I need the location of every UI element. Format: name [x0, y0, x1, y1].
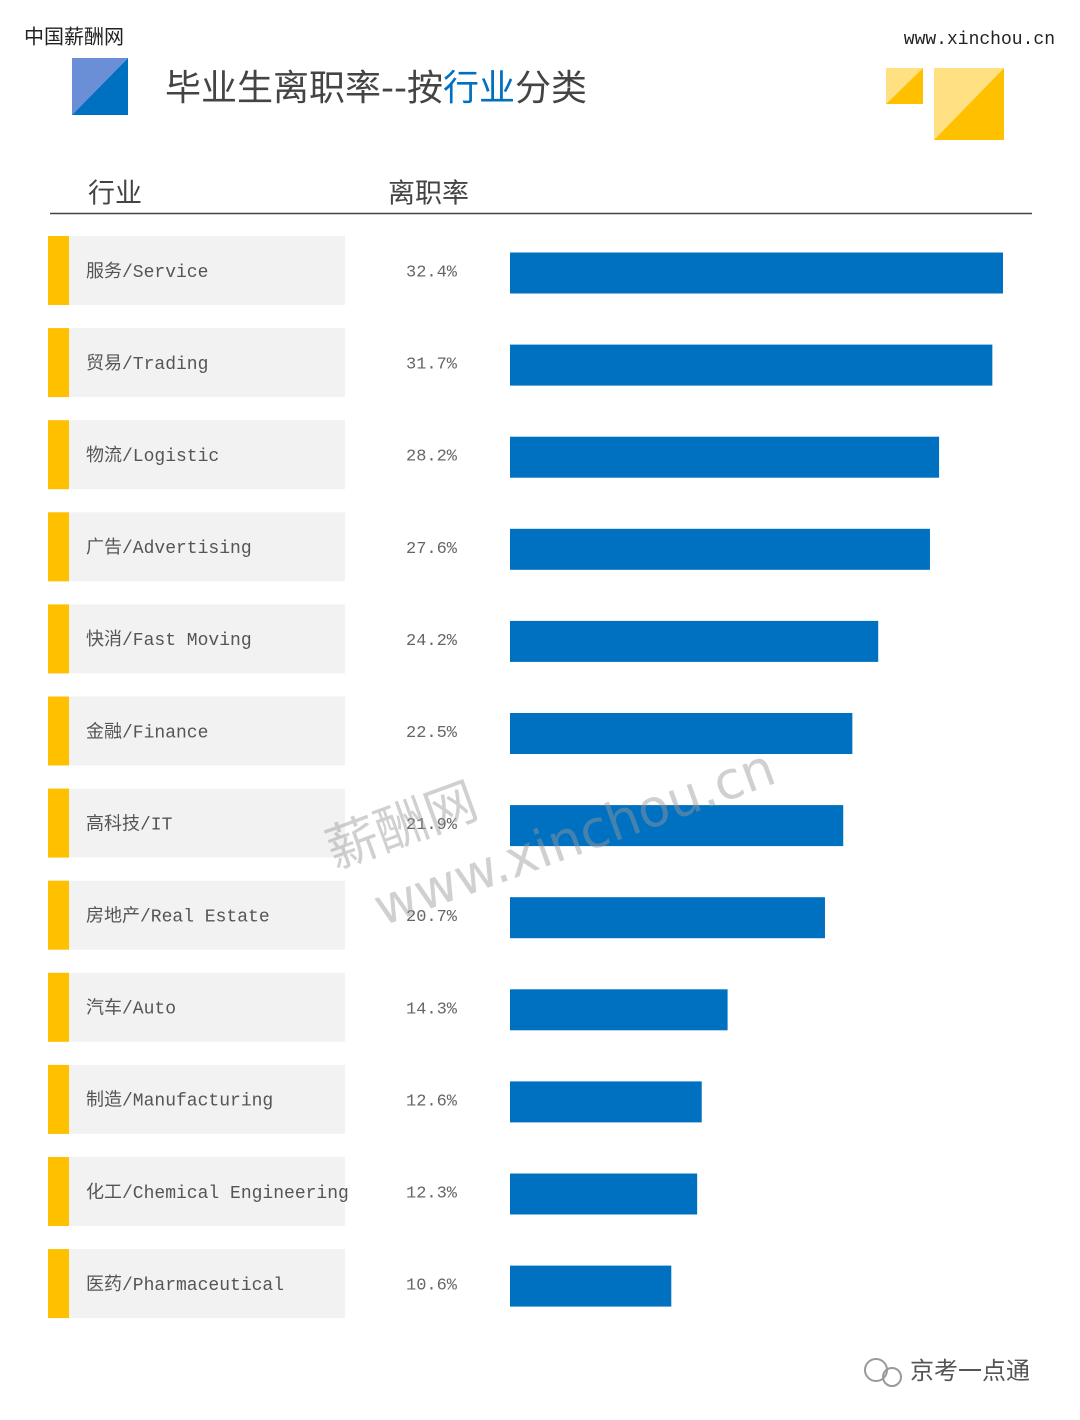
title-part: 毕业生离职率--按 — [165, 68, 443, 109]
category-label: 高科技/IT — [86, 813, 173, 835]
row-bg — [48, 1157, 345, 1226]
category-label: 金融/Finance — [86, 721, 208, 743]
bar — [510, 528, 930, 570]
row-accent — [48, 604, 69, 674]
rows: 服务/Service 32.4% 贸易/Trading 31.7% 物流/Logisti… — [48, 236, 1003, 1319]
bar — [510, 897, 825, 939]
category-label: 医药/Pharmaceutical — [86, 1274, 284, 1296]
category-label: 汽车/Auto — [86, 998, 176, 1020]
row-accent — [48, 1064, 69, 1134]
row-bg — [48, 788, 345, 858]
value-label: 24.2% — [406, 632, 458, 651]
row-accent — [48, 972, 69, 1042]
row-accent — [48, 328, 69, 398]
value-label: 22.5% — [406, 724, 458, 743]
title-part: 行业 — [443, 68, 515, 109]
category-header: 行业 — [88, 179, 142, 210]
bar — [510, 713, 853, 754]
category-label: 制造/Manufacturing — [86, 1090, 273, 1112]
logo-left — [72, 58, 128, 115]
category-label: 物流/Logistic — [86, 445, 219, 467]
value-label: 31.7% — [406, 356, 458, 375]
row-bg — [48, 880, 345, 950]
value-label: 12.6% — [406, 1092, 458, 1111]
row-bg — [48, 972, 345, 1042]
category-label: 快消/Fast Moving — [86, 629, 252, 651]
row-bg — [48, 236, 345, 305]
bar — [510, 805, 844, 847]
row-accent — [48, 512, 69, 582]
row-bg — [48, 420, 345, 490]
category-label: 房地产/Real Estate — [86, 905, 270, 927]
bar — [510, 252, 1003, 294]
bar — [510, 1265, 672, 1307]
value-label: 10.6% — [406, 1277, 458, 1296]
value-label: 21.9% — [406, 816, 458, 835]
row-bg — [48, 328, 345, 398]
bar — [510, 620, 879, 662]
category-label: 化工/Chemical Engineering — [86, 1182, 349, 1204]
row-bg — [48, 512, 345, 582]
value-label: 20.7% — [406, 908, 458, 927]
row-accent — [48, 1157, 69, 1226]
value-label: 14.3% — [406, 1000, 458, 1019]
title-part: 分类 — [515, 68, 587, 109]
row-accent — [48, 788, 69, 858]
row-bg — [48, 696, 345, 766]
category-label: 贸易/Trading — [86, 353, 208, 375]
category-label: 服务/Service — [86, 261, 208, 283]
bar — [510, 1173, 698, 1215]
bar — [510, 989, 728, 1031]
row-accent — [48, 696, 69, 766]
footer-icon — [864, 1358, 902, 1387]
value-header: 离职率 — [388, 179, 469, 210]
bar — [510, 436, 940, 478]
brand: 中国薪酬网 — [24, 25, 124, 49]
value-label: 28.2% — [406, 448, 458, 467]
footer: 京考一点通 — [910, 1357, 1030, 1385]
value-label: 27.6% — [406, 540, 458, 559]
category-label: 广告/Advertising — [86, 537, 252, 559]
logo-right — [886, 68, 1004, 140]
row-accent — [48, 880, 69, 950]
row-accent — [48, 420, 69, 490]
row-bg — [48, 1249, 345, 1319]
url: www.xinchou.cn — [904, 30, 1055, 50]
row-accent — [48, 1249, 69, 1319]
row-bg — [48, 604, 345, 674]
bar — [510, 1081, 702, 1123]
value-label: 32.4% — [406, 263, 458, 282]
value-label: 12.3% — [406, 1184, 458, 1203]
row-bg — [48, 1064, 345, 1134]
row-accent — [48, 236, 69, 305]
bar — [510, 344, 993, 386]
chart-title: 毕业生离职率--按行业分类 — [165, 68, 587, 109]
